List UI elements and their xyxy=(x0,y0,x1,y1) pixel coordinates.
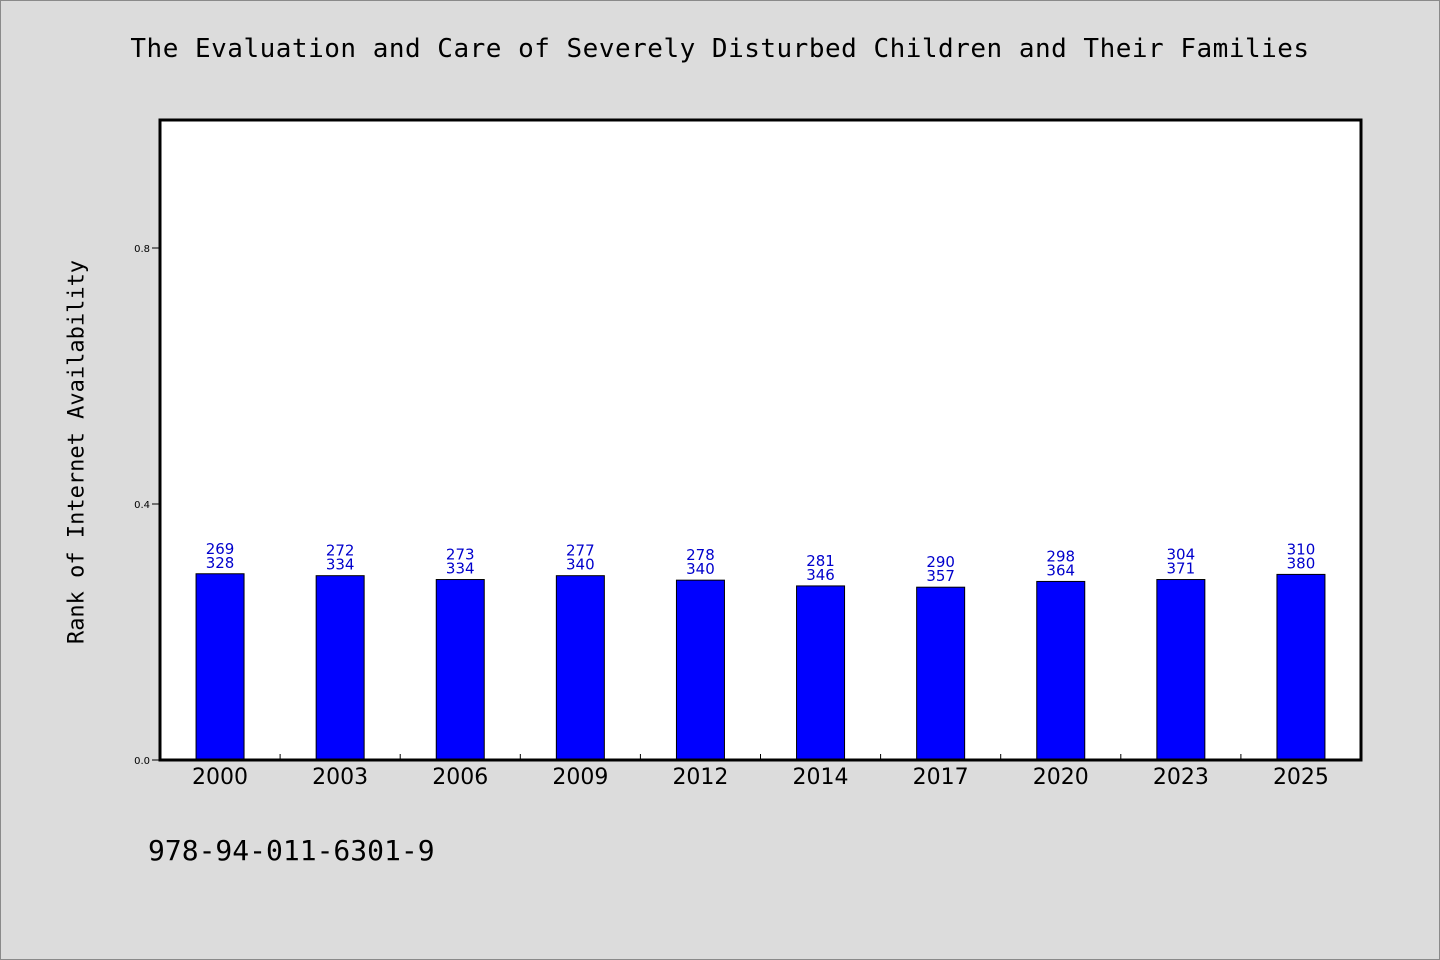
y-axis-ticks: 0.0 0.4 0.8 xyxy=(134,244,161,767)
x-axis-ticks: 2000 2003 2006 2009 2012 2014 2017 2020 2023 2025 xyxy=(192,754,1329,790)
bar-label-top: 290 xyxy=(926,553,955,571)
bar xyxy=(315,575,365,761)
x-tick-label: 2017 xyxy=(913,765,969,790)
bar-label-bottom: 380 xyxy=(1287,554,1316,572)
x-tick-label: 2014 xyxy=(793,765,849,790)
bar-label-top: 272 xyxy=(326,542,355,560)
bar xyxy=(796,585,846,761)
y-tick-label: 0.0 xyxy=(134,756,150,767)
y-tick-label: 0.8 xyxy=(134,244,150,255)
isbn-text: 978-94-011-6301-9 xyxy=(148,834,435,867)
x-tick-label: 2012 xyxy=(672,765,728,790)
chart-title: The Evaluation and Care of Severely Dist… xyxy=(130,34,1310,64)
bar-label-bottom: 340 xyxy=(566,556,595,574)
bar-label-top: 310 xyxy=(1287,540,1316,558)
y-tick-label: 0.4 xyxy=(134,500,150,511)
bar-label-top: 278 xyxy=(686,546,715,564)
bar-label-bottom: 357 xyxy=(926,567,955,585)
x-tick-label: 2003 xyxy=(312,765,368,790)
x-tick-label: 2000 xyxy=(192,765,248,790)
plot-border xyxy=(158,118,1363,762)
bar-label-bottom: 328 xyxy=(206,554,235,572)
bar-label-bottom: 340 xyxy=(686,560,715,578)
bar xyxy=(1276,573,1326,761)
bar-label-bottom: 371 xyxy=(1167,560,1196,578)
bar-label-top: 304 xyxy=(1167,546,1196,564)
bar-label-top: 269 xyxy=(206,540,235,558)
bar xyxy=(1036,580,1086,761)
x-tick-label: 2009 xyxy=(552,765,608,790)
bars xyxy=(195,573,1326,761)
bar xyxy=(1156,579,1206,761)
bar-label-bottom: 364 xyxy=(1046,561,1075,579)
bar xyxy=(435,579,485,761)
bar-label-bottom: 334 xyxy=(446,560,475,578)
bar-label-top: 273 xyxy=(446,546,475,564)
bar-label-top: 277 xyxy=(566,542,595,560)
bar xyxy=(675,579,725,761)
x-tick-label: 2025 xyxy=(1273,765,1329,790)
x-tick-label: 2023 xyxy=(1153,765,1209,790)
bar-label-bottom: 334 xyxy=(326,556,355,574)
bar xyxy=(555,575,605,761)
bar-label-top: 298 xyxy=(1046,547,1075,565)
bar xyxy=(195,573,245,761)
bar xyxy=(916,586,966,761)
x-tick-label: 2006 xyxy=(432,765,488,790)
bar-label-top: 281 xyxy=(806,552,835,570)
x-tick-label: 2020 xyxy=(1033,765,1089,790)
bar-label-bottom: 346 xyxy=(806,566,835,584)
